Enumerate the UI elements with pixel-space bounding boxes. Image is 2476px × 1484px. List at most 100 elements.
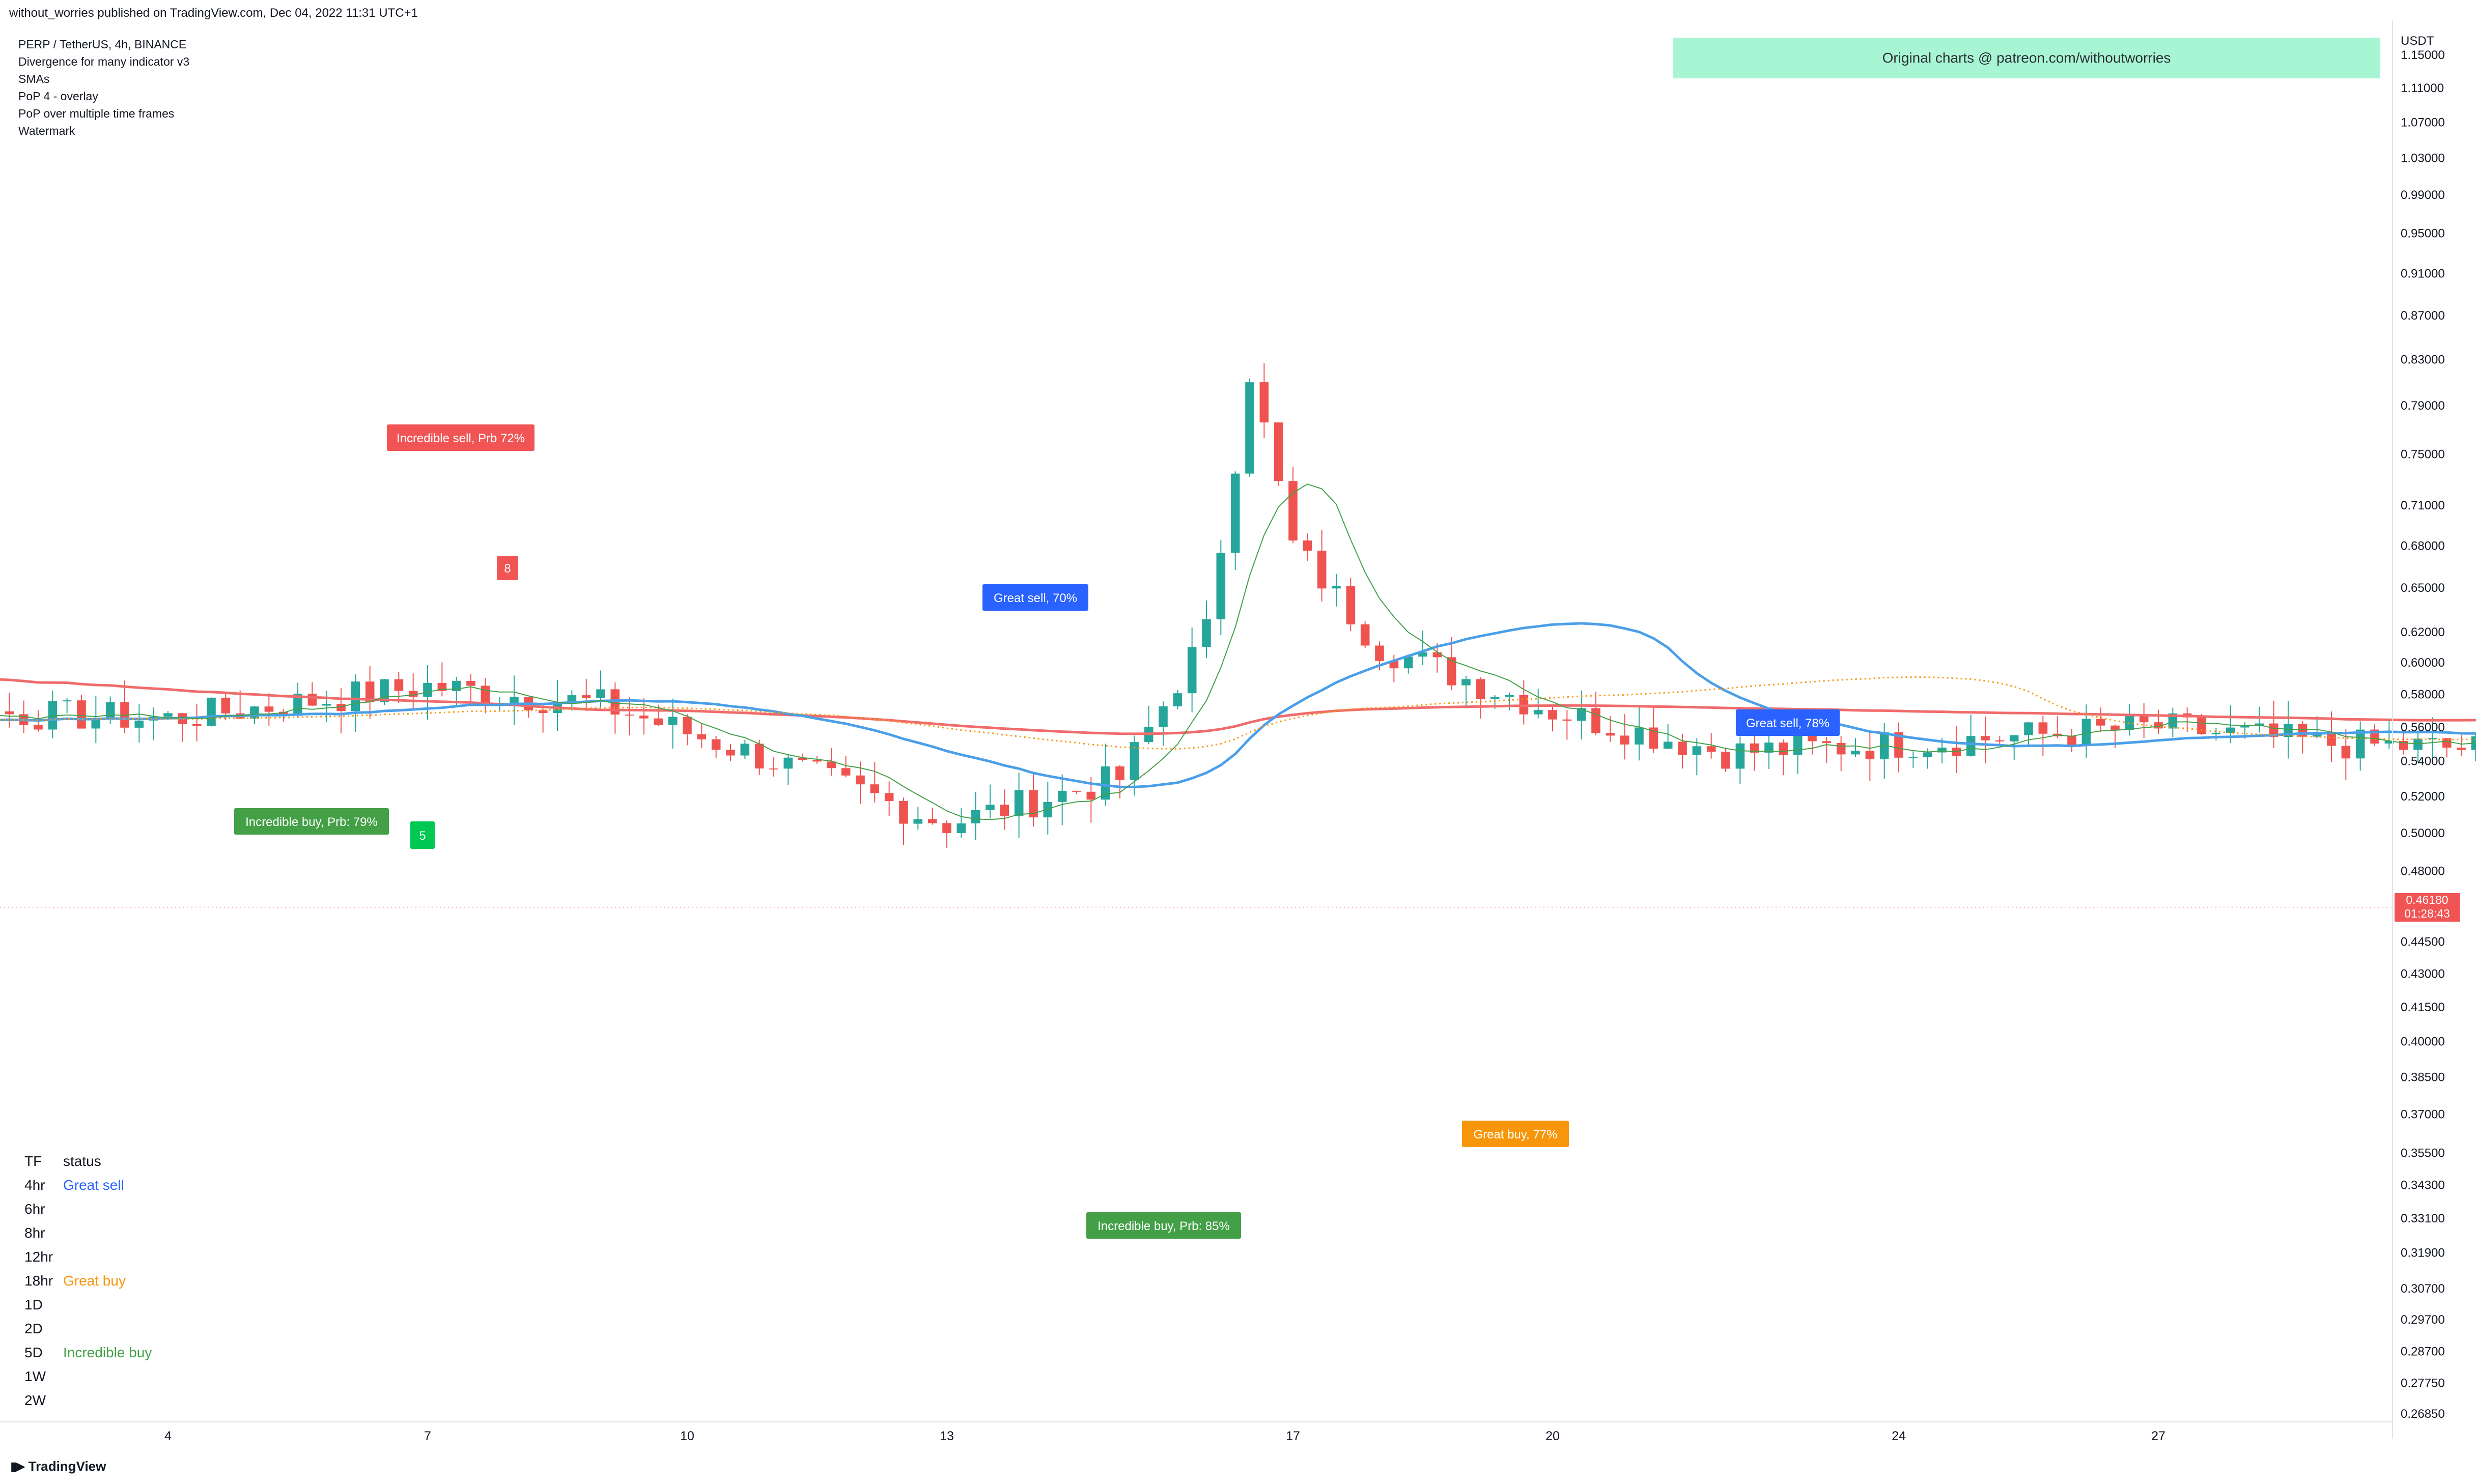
candle-body — [538, 710, 548, 714]
tf-status: Incredible buy — [63, 1345, 152, 1360]
signal-label-text: Incredible buy, Prb: 79% — [245, 815, 378, 829]
candle-body — [134, 720, 144, 728]
candle-body — [1432, 652, 1442, 658]
tf-label: 5D — [24, 1345, 43, 1360]
candle-body — [1476, 679, 1485, 699]
indicator-smas[interactable]: SMAs — [18, 72, 50, 85]
price-tick-label: 0.31900 — [2401, 1246, 2445, 1260]
signal-label-box — [497, 556, 518, 580]
candle-body — [1577, 708, 1586, 721]
candle-body — [740, 744, 750, 756]
tf-row: 8hr — [24, 1221, 152, 1245]
candle-body — [596, 689, 605, 698]
candle-body — [1591, 708, 1600, 733]
candle-body — [1346, 586, 1356, 624]
tf-label: 2W — [24, 1392, 46, 1408]
watermark-banner: Original charts @ patreon.com/withoutwor… — [1673, 38, 2380, 78]
candle-body — [1779, 743, 1788, 755]
indicator-watermark[interactable]: Watermark — [18, 124, 75, 137]
candle-body — [1086, 791, 1096, 800]
signal-label-box — [1086, 1212, 1241, 1239]
axis-currency-label: USDT — [2401, 34, 2434, 48]
candle-body — [769, 768, 778, 769]
signal-label-box — [982, 584, 1088, 611]
candle-body — [351, 681, 360, 711]
candle-body — [798, 757, 807, 760]
candle-body — [927, 819, 937, 823]
candle-body — [1721, 752, 1730, 769]
candle-body — [1706, 746, 1716, 752]
price-tick-label: 0.60000 — [2401, 656, 2445, 670]
candle-body — [1908, 757, 1918, 758]
price-tick-label: 0.40000 — [2401, 1035, 2445, 1048]
candle-body — [1130, 742, 1139, 780]
candle-body — [2226, 727, 2235, 733]
price-tick-label: 0.41500 — [2401, 1001, 2445, 1014]
price-tick-label: 1.03000 — [2401, 151, 2445, 165]
time-tick-label: 20 — [1545, 1429, 1560, 1443]
current-price-badge: 0.46180 01:28:43 — [2395, 893, 2460, 922]
candle-body — [207, 697, 216, 726]
candle-body — [1750, 743, 1759, 753]
tf-status: Great sell — [63, 1177, 124, 1193]
tf-label: 8hr — [24, 1225, 45, 1241]
tf-row: 1D — [24, 1293, 152, 1317]
indicator-divergence[interactable]: Divergence for many indicator v3 — [18, 55, 190, 68]
candle-body — [870, 784, 880, 793]
signal-label-text: Great buy, 77% — [1474, 1128, 1558, 1141]
price-tick-label: 0.44500 — [2401, 935, 2445, 949]
candle-body — [783, 757, 793, 769]
candle-body — [1822, 741, 1832, 743]
price-tick-label: 0.56000 — [2401, 721, 2445, 734]
price-tick-label: 0.34300 — [2401, 1179, 2445, 1192]
signal-label-box — [1736, 709, 1840, 736]
candle-body — [754, 744, 764, 768]
candle-body — [625, 715, 634, 716]
candle-body — [1937, 748, 1947, 753]
candle-body — [2327, 732, 2336, 746]
candle-body — [2197, 717, 2206, 734]
price-tick-label: 0.95000 — [2401, 227, 2445, 241]
price-tick-label: 0.35500 — [2401, 1146, 2445, 1160]
candle-body — [1981, 736, 1990, 740]
candle-body — [899, 801, 908, 824]
price-tick-label: 0.33100 — [2401, 1212, 2445, 1225]
chart-legend: PERP / TetherUS, 4h, BINANCE Divergence … — [18, 36, 189, 139]
indicator-pop4[interactable]: PoP 4 - overlay — [18, 90, 98, 103]
candle-body — [1649, 727, 1658, 749]
tf-row: 1W — [24, 1364, 152, 1388]
candle-body — [1995, 740, 2005, 741]
symbol-line[interactable]: PERP / TetherUS, 4h, BINANCE — [18, 38, 187, 51]
signal-label-box — [1462, 1121, 1569, 1147]
candle-body — [2067, 736, 2076, 746]
indicator-pop-multi[interactable]: PoP over multiple time frames — [18, 107, 175, 120]
candle-body — [91, 718, 101, 729]
candle-body — [581, 695, 591, 698]
candle-body — [1000, 805, 1009, 816]
candle-body — [1447, 657, 1456, 686]
candle-body — [1678, 741, 1687, 755]
candle-body — [1317, 551, 1327, 589]
price-tick-label: 0.58000 — [2401, 688, 2445, 701]
candle-body — [1274, 422, 1283, 481]
tradingview-logo-icon: ▮▶ — [10, 1460, 25, 1473]
candle-body — [2355, 729, 2365, 759]
candle-body — [336, 704, 346, 711]
candle-body — [639, 716, 649, 719]
tradingview-brand[interactable]: ▮▶ TradingView — [10, 1459, 106, 1474]
candles-layer — [5, 363, 2476, 848]
tf-label: 2D — [24, 1321, 43, 1336]
candle-body — [2009, 735, 2019, 741]
tf-label: 18hr — [24, 1273, 53, 1289]
candle-body — [956, 823, 966, 833]
candle-body — [1692, 746, 1702, 755]
candle-body — [1259, 382, 1269, 423]
signal-label-text: Incredible sell, Prb 72% — [397, 432, 525, 445]
candle-body — [510, 697, 519, 703]
tf-row: 5D Incredible buy — [24, 1340, 152, 1364]
candle-body — [1635, 727, 1644, 745]
price-tick-label: 0.28700 — [2401, 1345, 2445, 1359]
candle-body — [1403, 657, 1413, 669]
candle-body — [697, 734, 707, 739]
